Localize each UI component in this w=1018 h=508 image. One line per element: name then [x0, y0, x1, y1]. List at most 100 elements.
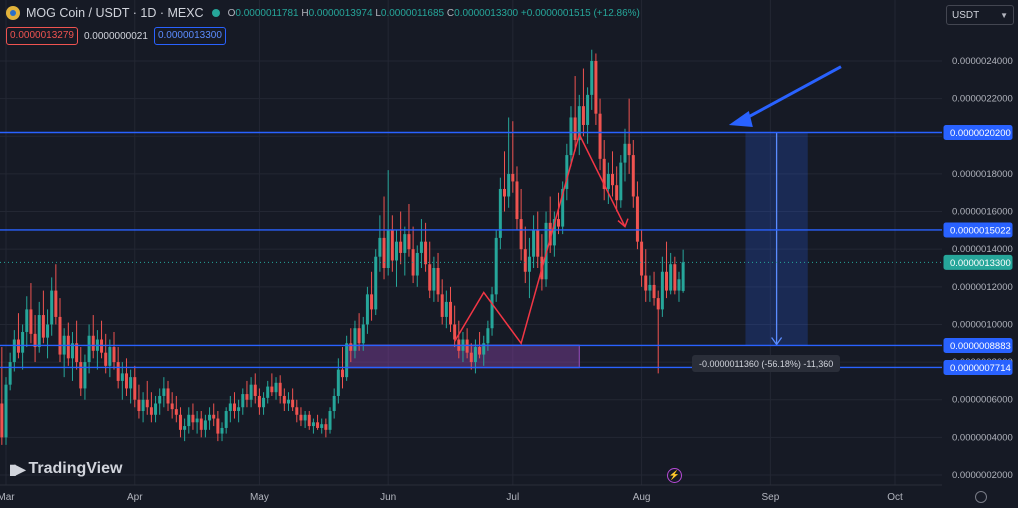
chart-header: MOG Coin / USDT · 1D · MEXC O0.000001178… — [6, 6, 640, 20]
candle-body — [428, 264, 432, 291]
candle-body — [8, 362, 12, 385]
candle-body — [212, 414, 216, 419]
price-scale[interactable] — [942, 0, 1018, 508]
candle-body — [58, 316, 62, 355]
candle-body — [353, 328, 357, 351]
projection-arrow-head — [617, 218, 629, 228]
candle-body — [665, 271, 669, 291]
candle-body — [183, 426, 187, 430]
candle-body — [453, 324, 457, 340]
candle-body — [519, 219, 523, 250]
candle-body — [407, 234, 411, 250]
candle-body — [627, 143, 631, 156]
measure-arrow-head — [771, 337, 783, 346]
candle-body — [79, 362, 83, 389]
candle-body — [0, 403, 4, 438]
candle-body — [411, 249, 415, 276]
candle-body — [581, 106, 585, 125]
candle-body — [145, 399, 149, 408]
buy-price-button[interactable]: 0.0000013300 — [153, 27, 226, 45]
candle-body — [316, 422, 320, 428]
y-tick-label: 0.0000010000 — [952, 319, 1013, 330]
candle-body — [527, 256, 531, 272]
y-tick-label: 0.0000024000 — [952, 56, 1013, 67]
x-tick-label: May — [250, 492, 269, 503]
candle-body — [594, 61, 598, 114]
candle-body — [12, 339, 16, 363]
candle-body — [440, 294, 444, 317]
candle-body — [282, 395, 286, 404]
level-price-label: 0.0000015022 — [950, 225, 1011, 236]
y-tick-label: 0.0000012000 — [952, 282, 1013, 293]
x-tick-label: Aug — [633, 492, 651, 503]
candle-body — [295, 407, 299, 415]
y-tick-label: 0.0000014000 — [952, 244, 1013, 255]
sell-price-button[interactable]: 0.0000013279 — [6, 27, 78, 45]
candle-body — [635, 196, 639, 242]
candle-body — [129, 377, 133, 389]
candle-body — [41, 315, 45, 338]
candle-body — [361, 324, 365, 344]
candle-body — [91, 335, 95, 351]
candle-body — [515, 181, 519, 220]
candle-body — [394, 241, 398, 261]
candle-body — [46, 324, 50, 338]
candle-body — [70, 343, 74, 359]
x-tick-label: Jun — [380, 492, 396, 503]
quote-row: 0.0000013279 0.0000000021 0.0000013300 — [6, 27, 226, 45]
candle-body — [494, 237, 498, 295]
currency-select[interactable]: USDT ▼ — [946, 5, 1014, 25]
candle-body — [274, 382, 278, 393]
candle-body — [349, 343, 353, 351]
tradingview-watermark[interactable]: ▮▶ TradingView — [9, 460, 122, 478]
y-tick-label: 0.0000016000 — [952, 207, 1013, 218]
candle-body — [324, 424, 328, 430]
candle-body — [245, 394, 249, 400]
candle-body — [87, 335, 91, 363]
candle-body — [444, 301, 448, 317]
level-price-tag — [943, 337, 1013, 353]
candle-body — [249, 384, 253, 400]
last-price-tag — [943, 254, 1013, 270]
high-value: 0.0000013974 — [308, 7, 373, 19]
candle-body — [382, 237, 386, 268]
x-tick-label: Mar — [0, 492, 15, 503]
candle-body — [232, 403, 236, 412]
candle-body — [266, 386, 270, 398]
projection-path[interactable] — [454, 132, 626, 345]
candle-body — [606, 173, 610, 189]
last-price-label: 0.0000013300 — [950, 258, 1011, 269]
candle-body — [532, 230, 536, 257]
pointer-arrow-line[interactable] — [742, 65, 842, 122]
flash-event-icon[interactable]: ⚡ — [667, 468, 682, 483]
candle-body — [311, 422, 315, 427]
candle-body — [390, 230, 394, 261]
candle-body — [224, 411, 228, 428]
candle-body — [170, 403, 174, 410]
candle-body — [278, 382, 282, 396]
settings-icon[interactable] — [975, 491, 987, 503]
candle-body — [50, 290, 54, 325]
candle-body — [104, 352, 108, 366]
candle-body — [478, 347, 482, 355]
candle-body — [573, 117, 577, 141]
candle-body — [237, 407, 241, 412]
candle-body — [644, 275, 648, 291]
candle-body — [178, 414, 182, 430]
chevron-down-icon: ▼ — [1000, 10, 1008, 20]
open-value: 0.0000011781 — [235, 7, 299, 19]
y-tick-label: 0.0000002000 — [952, 470, 1013, 481]
symbol-title[interactable]: MOG Coin / USDT · 1D · MEXC — [26, 6, 204, 20]
candle-body — [503, 188, 507, 197]
candle-body — [419, 241, 423, 253]
candle-body — [536, 230, 540, 257]
candle-body — [677, 279, 681, 291]
level-price-tag — [943, 222, 1013, 238]
candle-body — [241, 394, 245, 408]
candle-body — [482, 343, 486, 355]
candle-body — [4, 384, 8, 438]
candle-body — [486, 328, 490, 344]
candle-body — [386, 230, 390, 268]
candle-body — [33, 333, 37, 348]
